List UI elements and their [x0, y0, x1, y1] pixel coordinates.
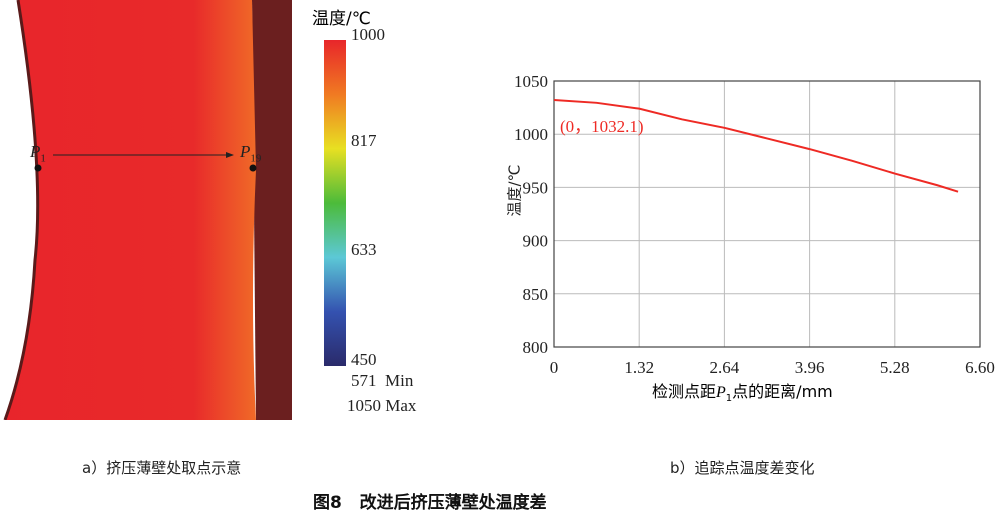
temperature-line-chart: 0 1.32 2.64 3.96 5.28 6.60 800 850 900 950 1000 105… [514, 72, 995, 377]
y-tick-label: 900 [523, 232, 549, 251]
x-tick-label: 5.28 [880, 358, 910, 377]
die-region [252, 0, 292, 420]
figure-title: 图8 改进后挤压薄壁处温度差 [313, 493, 547, 513]
legend-max: 1050 Max [347, 396, 417, 415]
caption-a: a）挤压薄壁处取点示意 [82, 459, 242, 477]
y-tick-label: 950 [523, 178, 549, 197]
temperature-line [553, 99, 959, 193]
legend-tick: 633 [351, 240, 377, 259]
caption-b: b）追踪点温度差变化 [670, 459, 815, 477]
legend-tick: 450 [351, 350, 377, 369]
p1-label: P1 [30, 142, 46, 165]
extrusion-temperature-field [3, 0, 292, 420]
legend-title: 温度/℃ [312, 9, 371, 29]
color-scale-bar [324, 40, 346, 366]
legend-tick: 1000 [351, 25, 385, 44]
point-p1 [34, 164, 42, 172]
y-axis-label: 温度/℃ [505, 164, 524, 217]
x-tick-label: 6.60 [965, 358, 995, 377]
y-tick-label: 1050 [514, 72, 548, 91]
y-tick-label: 850 [523, 285, 549, 304]
thin-wall-region [5, 0, 256, 420]
x-tick-label: 2.64 [710, 358, 740, 377]
x-tick-label: 0 [550, 358, 559, 377]
x-tick-label: 3.96 [795, 358, 825, 377]
p19-label: P19 [240, 142, 262, 165]
y-tick-label: 1000 [514, 125, 548, 144]
point-p19 [249, 164, 257, 172]
plot-frame [553, 80, 981, 348]
y-tick-label: 800 [523, 338, 549, 357]
x-tick-label: 1.32 [624, 358, 654, 377]
data-point-annotation: (0，1032.1) [560, 117, 644, 136]
legend-tick: 817 [351, 131, 377, 150]
x-axis-label: 检测点距P1点的距离/mm [652, 382, 833, 405]
legend-min: 571 Min [351, 371, 414, 390]
